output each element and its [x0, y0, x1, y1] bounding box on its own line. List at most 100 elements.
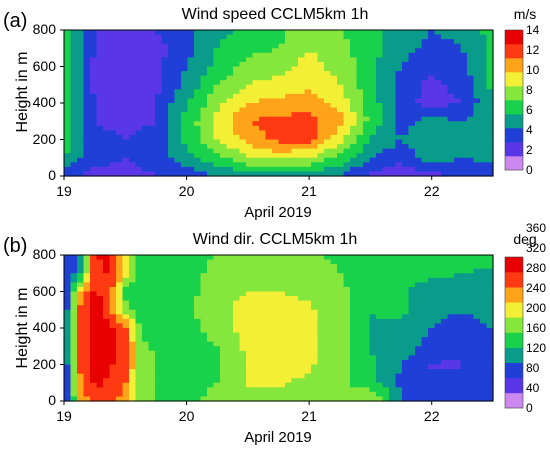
heatmap-cell [129, 387, 137, 393]
heatmap-cell [96, 268, 104, 274]
heatmap-cell [330, 387, 338, 393]
heatmap-cell [421, 107, 429, 113]
heatmap-cell [187, 396, 195, 402]
heatmap-cell [148, 350, 156, 356]
heatmap-cell [395, 337, 403, 343]
heatmap-cell [434, 157, 442, 163]
heatmap-cell [226, 346, 234, 352]
heatmap-cell [447, 378, 455, 384]
heatmap-cell [337, 318, 345, 325]
heatmap-cell [395, 116, 403, 122]
heatmap-cell [304, 323, 312, 329]
heatmap-cell [233, 157, 241, 163]
heatmap-cell [278, 332, 286, 338]
heatmap-cell [168, 369, 176, 375]
heatmap-cell [298, 48, 306, 54]
heatmap-cell [83, 116, 91, 122]
heatmap-cell [395, 255, 403, 261]
heatmap-cell [447, 359, 455, 366]
heatmap-cell [70, 89, 78, 95]
heatmap-cell [356, 61, 364, 68]
heatmap-cell [220, 282, 228, 288]
heatmap-cell [181, 305, 189, 311]
heatmap-cell [278, 71, 286, 77]
heatmap-cell [402, 364, 410, 370]
heatmap-cell [129, 286, 137, 293]
heatmap-cell [376, 121, 384, 127]
heatmap-cell [291, 373, 299, 379]
heatmap-cell [246, 387, 254, 393]
heatmap-cell [181, 337, 189, 343]
heatmap-cell [460, 387, 468, 393]
heatmap-cell [376, 391, 384, 398]
heatmap-cell [311, 112, 319, 118]
heatmap-cell [142, 171, 150, 177]
heatmap-cell [460, 314, 468, 320]
heatmap-cell [343, 382, 351, 388]
heatmap-cell [265, 162, 273, 168]
heatmap-cell [330, 291, 338, 297]
heatmap-cell [155, 157, 163, 163]
heatmap-cell [83, 89, 91, 95]
heatmap-cell [129, 332, 137, 338]
heatmap-cell [421, 309, 429, 315]
heatmap-cell [142, 332, 150, 338]
heatmap-cell [395, 144, 403, 150]
heatmap-cell [220, 144, 228, 150]
x-tick-label: 21 [301, 408, 317, 424]
heatmap-cell [259, 291, 267, 297]
heatmap-cell [168, 346, 176, 352]
heatmap-cell [285, 157, 293, 163]
heatmap-cell [480, 305, 488, 311]
heatmap-cell [447, 350, 455, 356]
colorbar-tick-label: 120 [526, 341, 546, 355]
heatmap-cell [480, 273, 488, 279]
heatmap-cell [70, 75, 78, 81]
heatmap-cell [116, 314, 124, 320]
heatmap-cell [64, 107, 72, 113]
heatmap-cell [441, 323, 449, 329]
heatmap-cell [103, 282, 111, 288]
heatmap-cell [363, 171, 371, 177]
heatmap-cell [343, 264, 351, 270]
heatmap-cell [90, 39, 98, 45]
heatmap-cell [291, 359, 299, 366]
heatmap-cell [135, 359, 143, 366]
heatmap-cell [272, 84, 280, 90]
heatmap-cell [265, 153, 273, 159]
heatmap-cell [415, 61, 423, 68]
heatmap-cell [343, 373, 351, 379]
heatmap-cell [220, 355, 228, 361]
heatmap-cell [278, 139, 286, 145]
heatmap-cell [187, 116, 195, 122]
heatmap-cell [70, 134, 78, 141]
heatmap-cell [343, 355, 351, 361]
heatmap-cell [272, 89, 280, 95]
heatmap-cell [428, 34, 436, 40]
heatmap-cell [486, 39, 494, 45]
heatmap-cell [109, 309, 117, 315]
heatmap-cell [402, 144, 410, 150]
heatmap-cell [220, 57, 228, 63]
heatmap-cell [447, 134, 455, 141]
heatmap-cell [447, 71, 455, 77]
heatmap-cell [226, 264, 234, 270]
heatmap-cell [480, 153, 488, 159]
heatmap-cell [337, 296, 345, 302]
heatmap-cell [181, 273, 189, 279]
heatmap-cell [246, 93, 254, 100]
heatmap-cell [239, 350, 247, 356]
heatmap-cell [103, 89, 111, 95]
heatmap-cell [161, 93, 169, 100]
heatmap-cell [350, 43, 358, 49]
heatmap-cell [460, 286, 468, 293]
heatmap-cell [278, 48, 286, 54]
heatmap-cell [285, 162, 293, 168]
heatmap-cell [421, 43, 429, 49]
heatmap-cell [70, 103, 78, 109]
heatmap-cell [168, 350, 176, 356]
heatmap-cell [395, 382, 403, 388]
heatmap-cell [415, 93, 423, 100]
heatmap-cell [200, 52, 208, 58]
heatmap-cell [421, 75, 429, 81]
